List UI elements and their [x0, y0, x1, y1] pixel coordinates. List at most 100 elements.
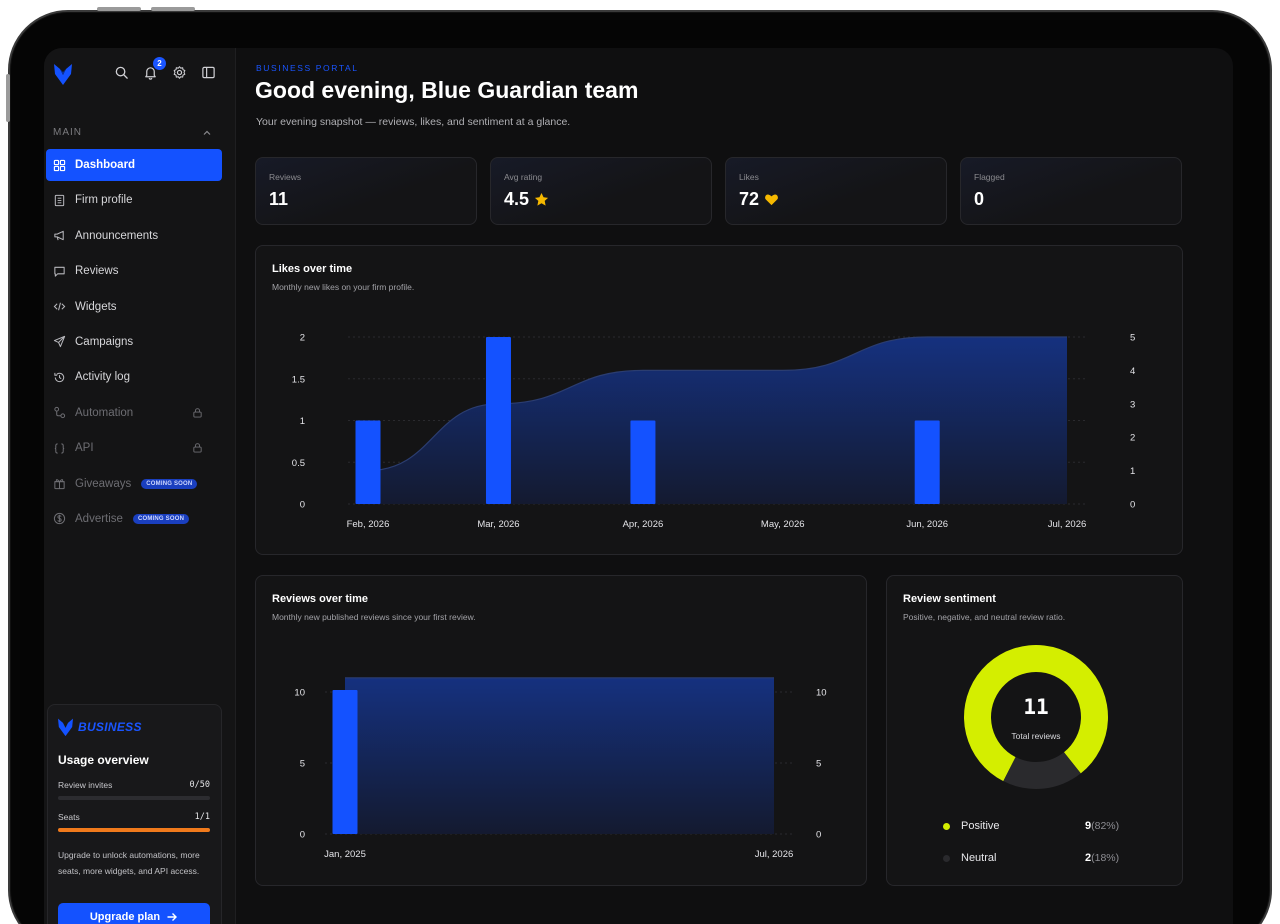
y-tick-label: 5 [300, 759, 305, 770]
x-tick-label: Jul, 2026 [755, 849, 794, 860]
sidebar-item-widgets[interactable]: Widgets [46, 291, 222, 323]
seats-label: Seats [58, 812, 80, 822]
search-icon[interactable] [114, 65, 129, 80]
stat-card-likes[interactable]: Likes 72 [725, 157, 947, 225]
sidebar-item-firm-profile[interactable]: Firm profile [46, 184, 222, 216]
sidebar-item-label: Giveaways [75, 477, 132, 490]
sidebar-item-label: Dashboard [75, 159, 136, 171]
sidebar-item-automation[interactable]: Automation [46, 397, 222, 429]
sidebar-toggle-icon[interactable] [201, 65, 216, 80]
legend-item-positive: Positive 9(82%) [943, 820, 1123, 832]
sentiment-donut[interactable]: 11 Total reviews [963, 644, 1109, 790]
plan-name: BUSINESS [78, 720, 142, 734]
sidebar-item-announcements[interactable]: Announcements [46, 220, 222, 252]
notifications-button[interactable]: 2 [143, 57, 166, 80]
sidebar-item-giveaways[interactable]: Giveaways COMING SOON [46, 468, 222, 500]
sidebar-item-advertise[interactable]: Advertise COMING SOON [46, 503, 222, 535]
workflow-icon [54, 407, 66, 419]
stat-card-avg-rating[interactable]: Avg rating 4.5 [490, 157, 712, 225]
likes-chart[interactable]: 0 0.5 1 1.5 2 0 1 2 3 4 5 Feb, 2026 Mar, 2026 Apr, 20… [256, 246, 1184, 556]
sidebar-item-label: Advertise [75, 512, 123, 525]
sidebar-item-label: Automation [75, 406, 134, 419]
usage-title: Usage overview [58, 753, 149, 767]
seats-progress-fill [58, 828, 210, 832]
donut-total-value: 11 [1023, 695, 1049, 719]
legend-dot [943, 854, 950, 862]
legend-item-neutral: Neutral 2(18%) [943, 852, 1123, 864]
sidebar-nav: Dashboard Firm profile Announcements [46, 149, 222, 538]
stat-card-flagged[interactable]: Flagged 0 [960, 157, 1182, 225]
area-series-line [367, 336, 1067, 472]
dollar-icon [53, 513, 66, 525]
y2-tick-label: 0 [1130, 500, 1135, 511]
star-icon [534, 192, 549, 206]
y-tick-label: 10 [294, 688, 305, 699]
donut-slice-positive [964, 645, 1108, 782]
message-icon [54, 266, 65, 277]
y-tick-label: 0.5 [292, 458, 305, 469]
y-tick-label: 1.5 [292, 374, 305, 385]
stat-value: 72 [739, 189, 779, 210]
stat-value-text: 72 [739, 189, 760, 209]
hardware-button [6, 74, 10, 122]
panel-title: Likes over time [272, 263, 353, 275]
stat-card-reviews[interactable]: Reviews 11 [255, 157, 477, 225]
chevron-up-icon[interactable] [202, 128, 212, 138]
sidebar-item-campaigns[interactable]: Campaigns [46, 326, 222, 358]
legend-label: Neutral [961, 852, 997, 864]
arrow-right-icon [167, 913, 178, 921]
x-tick-label: Apr, 2026 [623, 519, 664, 530]
legend-label: Positive [961, 820, 1000, 832]
seats-row: Seats 1/1 [58, 812, 210, 822]
bar [355, 420, 381, 504]
upgrade-description: Upgrade to unlock automations, more seat… [58, 850, 200, 876]
panel-title: Review sentiment [903, 593, 996, 605]
panel-title: Reviews over time [272, 593, 368, 605]
y2-tick-label: 5 [816, 759, 821, 770]
sidebar-item-api[interactable]: API [46, 432, 222, 464]
gear-icon[interactable] [172, 65, 187, 80]
area-series [345, 677, 774, 834]
donut-total-label: Total reviews [1011, 731, 1061, 741]
reviews-chart[interactable]: 0 5 10 0 5 10 Jan, 2025 Jul, 2026 [256, 576, 868, 887]
stat-value-text: 4.5 [504, 189, 530, 209]
brand-logo-icon[interactable] [53, 62, 73, 86]
panel-subtitle: Positive, negative, and neutral review r… [903, 612, 1066, 622]
bell-icon [145, 67, 156, 80]
app-screen: 2 MAIN Dashboard [44, 48, 1233, 924]
sidebar-item-activity-log[interactable]: Activity log [46, 361, 222, 393]
stat-value: 4.5 [504, 189, 549, 210]
panel-subtitle: Monthly new published reviews since your… [272, 612, 476, 622]
sidebar-item-dashboard[interactable]: Dashboard [46, 149, 222, 181]
upgrade-plan-button[interactable]: Upgrade plan [58, 903, 210, 924]
lock-icon [193, 443, 202, 453]
coming-soon-badge: COMING SOON [132, 513, 190, 524]
y2-tick-label: 1 [1130, 466, 1135, 477]
sidebar: 2 MAIN Dashboard [44, 48, 236, 924]
legend-count: 9(82%) [1085, 820, 1119, 832]
review-invites-label: Review invites [58, 780, 113, 790]
donut-chart [964, 645, 1108, 789]
stat-value-text: 11 [269, 189, 289, 209]
bar [332, 690, 358, 834]
reviews-over-time-panel: Reviews over time Monthly new published … [255, 575, 867, 886]
stat-label: Reviews [269, 172, 302, 182]
legend-percent: (18%) [1091, 852, 1120, 864]
page-subtitle: Your evening snapshot — reviews, likes, … [256, 116, 571, 128]
building-icon [54, 194, 65, 207]
legend-percent: (82%) [1091, 820, 1120, 832]
hardware-button [151, 7, 195, 11]
stat-label: Likes [739, 172, 759, 182]
lock-icon [193, 407, 202, 418]
legend-count: 2(18%) [1085, 852, 1119, 864]
legend-dot [943, 822, 950, 830]
sidebar-toolbar: 2 [114, 57, 216, 80]
legend-count-value: 2 [1085, 852, 1092, 864]
seats-progress [58, 828, 210, 832]
sidebar-item-label: Widgets [75, 300, 117, 313]
sidebar-item-label: Announcements [75, 229, 159, 242]
seats-value: 1/1 [194, 812, 210, 822]
bar [485, 337, 511, 504]
sidebar-item-reviews[interactable]: Reviews [46, 255, 222, 287]
x-tick-label: Jan, 2025 [324, 849, 366, 860]
